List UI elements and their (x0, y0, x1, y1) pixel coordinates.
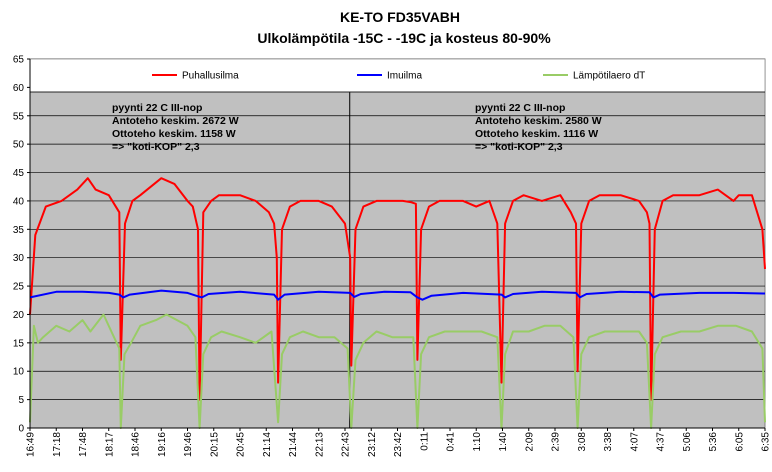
legend-label-1: Puhallusilma (182, 71, 239, 82)
x-tick-label-18: 1:40 (498, 432, 509, 452)
x-tick-label-23: 4:07 (629, 432, 640, 452)
x-tick-label-13: 23:12 (367, 432, 378, 457)
annotation-1-line-4: => "koti-KOP" 2,3 (112, 141, 200, 153)
x-tick-label-1: 17:18 (52, 432, 63, 457)
axes: 0 5 10 15 20 25 30 35 40 45 50 55 60 65 16:49 17:18 17:4… (13, 55, 772, 458)
x-tick-label-24: 4:37 (656, 432, 667, 452)
chart-title: KE-TO FD35VABH (340, 9, 460, 25)
chart-subtitle: Ulkolämpötila -15C - -19C ja kosteus 80-… (257, 30, 551, 46)
x-tick-label-22: 3:38 (603, 432, 614, 452)
x-tick-label-6: 19:46 (183, 432, 194, 457)
annotation-1-line-3: Ottoteho keskim. 1158 W (112, 128, 236, 140)
series-line-1 (29, 177, 766, 401)
annotation-2-line-2: Antoteho keskim. 2580 W (475, 115, 602, 127)
y-tick-label-20: 20 (13, 310, 25, 321)
x-tick-label-8: 20:45 (236, 432, 247, 457)
annotation-1-line-2: Antoteho keskim. 2672 W (112, 115, 239, 127)
y-tick-label-60: 60 (13, 83, 25, 94)
plot-background (29, 58, 766, 429)
x-tick-label-9: 21:14 (262, 432, 273, 457)
y-tick-label-55: 55 (13, 111, 25, 122)
y-tick-label-40: 40 (13, 196, 25, 207)
x-tick-label-27: 6:05 (734, 432, 745, 452)
legend-label-2: Imuilma (387, 71, 422, 82)
x-tick-label-16: 0:41 (446, 432, 457, 452)
x-tick-label-10: 21:44 (288, 432, 299, 457)
y-tick-label-65: 65 (13, 55, 25, 66)
x-tick-label-19: 2:09 (524, 432, 535, 452)
series-line-3 (29, 313, 766, 429)
x-tick-label-21: 3:08 (577, 432, 588, 452)
series-line-2 (29, 289, 766, 301)
plot-area (29, 58, 766, 429)
y-tick-label-35: 35 (13, 225, 25, 236)
y-tick-label-0: 0 (18, 424, 24, 435)
x-tick-label-15: 0:11 (419, 432, 430, 451)
x-tick-label-7: 20:15 (209, 432, 220, 457)
x-tick-label-28: 6:35 (761, 432, 772, 452)
x-tick-label-5: 19:16 (157, 432, 168, 457)
y-tick-label-50: 50 (13, 140, 25, 151)
y-tick-label-30: 30 (13, 253, 25, 264)
annotation-2-line-4: => "koti-KOP" 2,3 (475, 141, 563, 153)
x-tick-label-25: 5:06 (682, 432, 693, 452)
x-tick-label-0: 16:49 (26, 432, 37, 457)
y-tick-label-15: 15 (13, 338, 25, 349)
annotation-2-line-3: Ottoteho keskim. 1116 W (475, 128, 598, 140)
x-tick-label-12: 22:43 (341, 432, 352, 457)
x-tick-label-17: 1:10 (472, 432, 483, 452)
y-tick-label-25: 25 (13, 282, 25, 293)
y-tick-label-10: 10 (13, 367, 25, 378)
legend-label-3: Lämpötilaero dT (573, 71, 645, 82)
x-tick-label-3: 18:17 (104, 432, 115, 457)
x-tick-label-14: 23:42 (393, 432, 404, 457)
y-tick-label-45: 45 (13, 168, 25, 179)
annotation-1-line-1: pyynti 22 C III-nop (112, 102, 202, 114)
legend: Puhallusilma Imuilma Lämpötilaero dT (29, 58, 766, 93)
x-tick-label-20: 2:39 (551, 432, 562, 452)
annotation-2-line-1: pyynti 22 C III-nop (475, 102, 565, 114)
y-tick-label-5: 5 (18, 395, 24, 406)
x-tick-label-11: 22:13 (314, 432, 325, 457)
x-tick-label-4: 18:46 (131, 432, 142, 457)
x-tick-label-26: 5:36 (708, 432, 719, 452)
x-tick-label-2: 17:48 (78, 432, 89, 457)
